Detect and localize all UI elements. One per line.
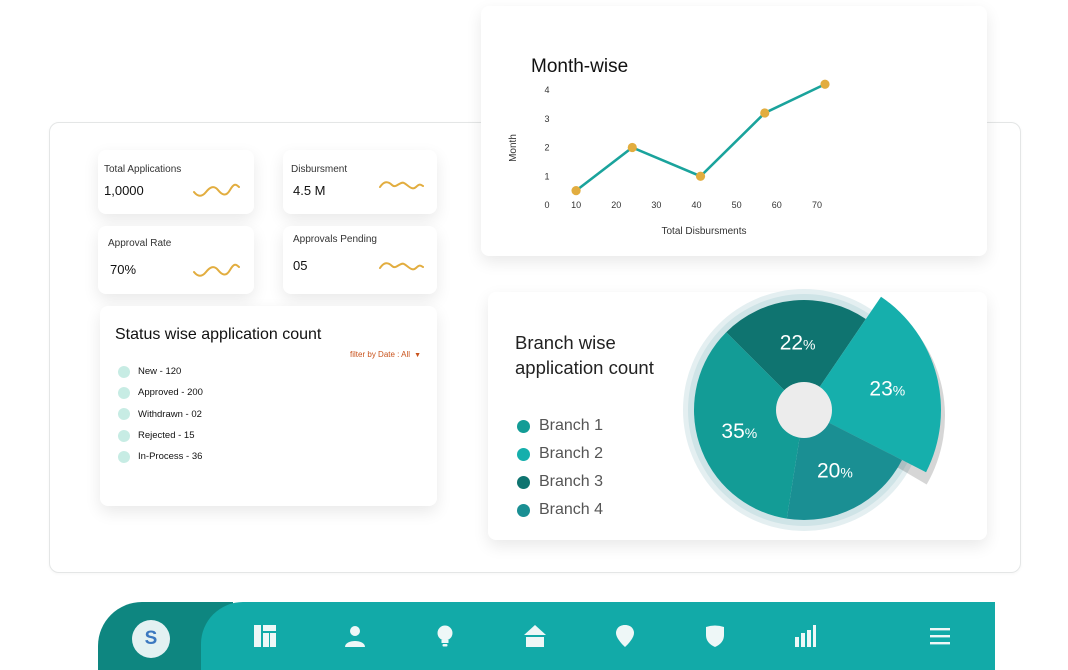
y-tick-label: 0 [544, 200, 549, 210]
x-tick-label: 50 [732, 200, 742, 210]
stat-label: Disbursment [291, 164, 348, 175]
stat-value: 05 [293, 258, 308, 273]
pie-chart: 22% 23% 20% 35% [683, 289, 945, 531]
x-tick-label: 30 [651, 200, 661, 210]
status-item: In-Process - 36 [118, 446, 203, 467]
status-list: New - 120 Approved - 200 Withdrawn - 02 … [118, 361, 203, 467]
sparkline-icon [193, 183, 240, 197]
legend-label: Branch 1 [539, 417, 604, 434]
avatar[interactable]: S [132, 620, 170, 658]
status-card-title: Status wise application count [115, 326, 322, 343]
legend-item[interactable]: Branch 4 [517, 496, 603, 524]
pie-slice [804, 296, 941, 473]
user-icon[interactable] [343, 624, 367, 648]
branch-title-line-2: application count [515, 357, 654, 378]
legend-label: Branch 2 [539, 445, 604, 462]
line-chart-card: Month-wise 0 1 2 3 4 10 20 30 40 50 60 70 Total Disb… [481, 6, 987, 256]
legend-dot [517, 447, 530, 461]
data-point [571, 186, 581, 196]
x-tick-label: 40 [692, 200, 702, 210]
stat-label: Approvals Pending [293, 234, 377, 245]
status-item: Withdrawn - 02 [118, 404, 203, 425]
status-dot [118, 386, 130, 399]
status-dot [118, 429, 130, 442]
pie-slice [786, 410, 903, 520]
status-item-label: New - 120 [138, 366, 182, 378]
nav-main-panel [201, 602, 995, 670]
stat-label: Approval Rate [108, 238, 172, 249]
stat-card-disbursment[interactable]: Disbursment 4.5 M [283, 150, 437, 214]
legend-item[interactable]: Branch 3 [517, 468, 603, 496]
stat-label: Total Applications [104, 164, 182, 175]
status-dot [118, 365, 130, 378]
data-point [760, 108, 770, 118]
legend-item[interactable]: Branch 1 [517, 412, 603, 440]
data-point [627, 142, 637, 153]
status-item: Approved - 200 [118, 382, 203, 403]
legend-dot [517, 419, 530, 433]
dashboard-icon[interactable] [253, 624, 277, 648]
legend-label: Branch 4 [539, 501, 604, 518]
filter-dropdown[interactable]: filter by Date : All ▼ [350, 350, 421, 359]
pie-slice [726, 300, 866, 410]
legend-item[interactable]: Branch 2 [517, 440, 603, 468]
status-item-label: Approved - 200 [138, 387, 203, 399]
branch-legend: Branch 1 Branch 2 Branch 3 Branch 4 [517, 412, 603, 524]
slice-label: 20% [817, 460, 853, 483]
status-dot [118, 408, 130, 421]
bar-chart-icon[interactable] [793, 624, 817, 648]
y-tick-label: 3 [544, 114, 549, 124]
pie-center-hole [776, 382, 832, 438]
data-point [820, 79, 830, 89]
legend-dot [517, 475, 530, 489]
data-point [695, 171, 706, 181]
sparkline-icon [379, 181, 424, 190]
line-chart-title: Month-wise [531, 56, 629, 77]
y-tick-label: 4 [544, 85, 549, 95]
chevron-down-icon: ▼ [414, 352, 421, 359]
slice-label: 22% [780, 331, 816, 354]
x-tick-label: 60 [772, 200, 782, 210]
lightbulb-icon[interactable] [433, 624, 457, 648]
status-item: Rejected - 15 [118, 425, 203, 446]
stat-card-approval-rate[interactable]: Approval Rate 70% [98, 226, 254, 294]
y-tick-label: 1 [544, 171, 549, 181]
branch-card-title: Branch wise application count [515, 330, 654, 380]
x-tick-label: 70 [812, 200, 822, 210]
y-tick-label: 2 [544, 143, 549, 153]
x-axis-label: Total Disbursments [661, 226, 746, 237]
legend-label: Branch 3 [539, 473, 604, 490]
slice-label: 23% [869, 378, 905, 401]
status-item: New - 120 [118, 361, 203, 382]
sparkline-icon [193, 263, 240, 277]
pie-slice [694, 332, 804, 519]
stat-card-total-applications[interactable]: Total Applications 1,0000 [98, 150, 254, 214]
branch-title-line-1: Branch wise [515, 332, 616, 353]
stat-card-approvals-pending[interactable]: Approvals Pending 05 [283, 226, 437, 294]
sparkline-icon [379, 262, 424, 271]
slice-label: 35% [721, 420, 757, 443]
menu-icon[interactable] [928, 624, 952, 648]
shield-icon[interactable] [703, 624, 727, 648]
stat-value: 4.5 M [293, 183, 326, 198]
status-item-label: In-Process - 36 [138, 451, 203, 463]
stat-value: 70% [110, 262, 137, 277]
filter-label: filter by Date : All [350, 350, 411, 359]
y-axis-label: Month [508, 134, 519, 162]
location-pin-icon[interactable] [613, 624, 637, 648]
status-item-label: Withdrawn - 02 [138, 408, 202, 420]
bottom-nav: S [98, 602, 995, 670]
line-chart: 0 1 2 3 4 10 20 30 40 50 60 70 Total Disbursments Mon… [508, 79, 830, 237]
home-icon[interactable] [523, 624, 547, 648]
status-card: Status wise application count filter by … [100, 306, 437, 506]
status-dot [118, 450, 130, 463]
x-tick-label: 10 [571, 200, 581, 210]
status-item-label: Rejected - 15 [138, 430, 195, 442]
legend-dot [517, 503, 530, 517]
stat-value: 1,0000 [104, 183, 144, 198]
x-tick-label: 20 [611, 200, 621, 210]
